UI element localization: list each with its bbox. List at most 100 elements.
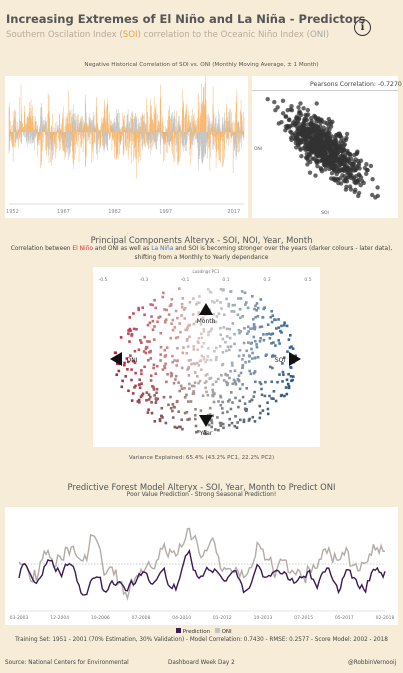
scatter-point — [310, 150, 316, 155]
prediction-series — [18, 548, 386, 596]
pca-point — [185, 393, 188, 397]
pca-point — [180, 302, 184, 306]
pca-point — [216, 416, 219, 419]
pca-point — [217, 428, 220, 432]
pca-point — [219, 326, 222, 330]
scatter-point — [320, 156, 326, 161]
scatter-point — [305, 154, 310, 160]
pca-point — [207, 423, 211, 427]
scatter-point — [315, 146, 320, 151]
pca-point — [177, 381, 180, 384]
scatter-point — [348, 152, 353, 157]
pca-point — [286, 382, 290, 386]
pca-point — [134, 371, 137, 375]
x-tick-label: 07-2008 — [132, 615, 151, 621]
scatter-point — [304, 134, 309, 139]
pca-point — [154, 401, 158, 404]
pca-point — [221, 400, 224, 404]
pca-point — [138, 383, 142, 386]
scatter-point — [296, 121, 301, 126]
pca-point — [222, 426, 225, 430]
pca-point — [253, 420, 257, 423]
pca-point — [191, 384, 194, 388]
pca-point — [237, 405, 240, 409]
pca-point — [180, 418, 183, 421]
pca-point — [270, 397, 273, 400]
pca-point — [172, 405, 176, 409]
pca-point — [174, 336, 178, 340]
pca-point — [226, 374, 229, 377]
forest-chart: 03-2003 12-2004 10-2006 07-2008 04-2010 01-20… — [10, 527, 395, 621]
scatter-point — [289, 137, 294, 142]
pca-point — [226, 382, 230, 385]
pca-point — [260, 325, 264, 328]
pca-point — [137, 398, 141, 402]
pca-point — [219, 424, 223, 427]
pca-point — [219, 421, 223, 425]
pca-point — [185, 410, 189, 414]
pca-point — [221, 351, 225, 354]
pca-point — [253, 390, 256, 394]
scatter-panel: Pearsons Correlation: -0.7270 SOI ONI — [252, 76, 402, 218]
pca-point — [272, 397, 275, 400]
pca-point — [221, 407, 224, 410]
info-icon[interactable]: i — [354, 19, 371, 36]
pca-el-nino: El Niño — [72, 246, 94, 252]
pca-point — [262, 333, 265, 336]
pca-point — [130, 399, 134, 402]
pca-point — [145, 399, 148, 402]
pca-point — [206, 373, 209, 376]
pca-point — [148, 321, 152, 325]
scatter-point — [309, 118, 314, 124]
scatter-point — [324, 127, 330, 132]
pca-point — [239, 371, 243, 375]
pca-point — [200, 345, 204, 348]
scatter-point — [342, 178, 347, 183]
pca-point — [259, 382, 263, 386]
pca-point — [191, 313, 195, 316]
pca-point — [169, 371, 173, 375]
pca-point — [186, 326, 189, 330]
pca-point — [274, 399, 278, 403]
pca-point — [290, 345, 293, 348]
pca-point — [164, 354, 167, 357]
pca-point — [258, 416, 262, 420]
pca-loading-label: Year — [199, 430, 213, 437]
pca-point — [175, 426, 179, 430]
pca-point — [285, 324, 289, 328]
legend-swatch-prediction — [176, 628, 181, 633]
pca-point — [263, 394, 267, 398]
pca-point — [231, 322, 235, 325]
pca-point — [198, 379, 202, 383]
pca-point — [245, 301, 248, 304]
pca-point — [206, 288, 210, 291]
pca-point — [281, 370, 285, 374]
pca-point — [193, 381, 197, 384]
pca-point — [159, 345, 163, 349]
pca-point — [228, 398, 231, 402]
pca-point — [194, 408, 197, 411]
pca-point — [128, 327, 132, 331]
scatter-point — [318, 124, 323, 129]
scatter-point — [319, 129, 324, 135]
pca-point — [124, 375, 127, 378]
pca-point — [174, 378, 177, 381]
pca-point — [148, 351, 151, 354]
pca-point — [158, 418, 162, 421]
page-subtitle: Southern Oscilation Index (SOI) correlat… — [6, 30, 329, 40]
scatter-point — [302, 119, 307, 124]
pca-point — [153, 325, 156, 328]
pca-point — [267, 332, 271, 336]
pca-point — [252, 371, 256, 375]
pca-point — [130, 368, 133, 371]
scatter-point — [297, 125, 302, 130]
pca-point — [185, 339, 189, 342]
pca-point — [154, 397, 158, 400]
pca-point — [213, 349, 216, 353]
scatter-point — [375, 185, 380, 190]
pca-point — [199, 359, 203, 362]
subtitle-suffix: ) — [325, 30, 330, 40]
x-tick-label: 2017 — [227, 209, 240, 215]
pca-subtitle-line1: Correlation between El Niño and ONI as w… — [0, 246, 403, 252]
pca-point — [153, 394, 156, 397]
